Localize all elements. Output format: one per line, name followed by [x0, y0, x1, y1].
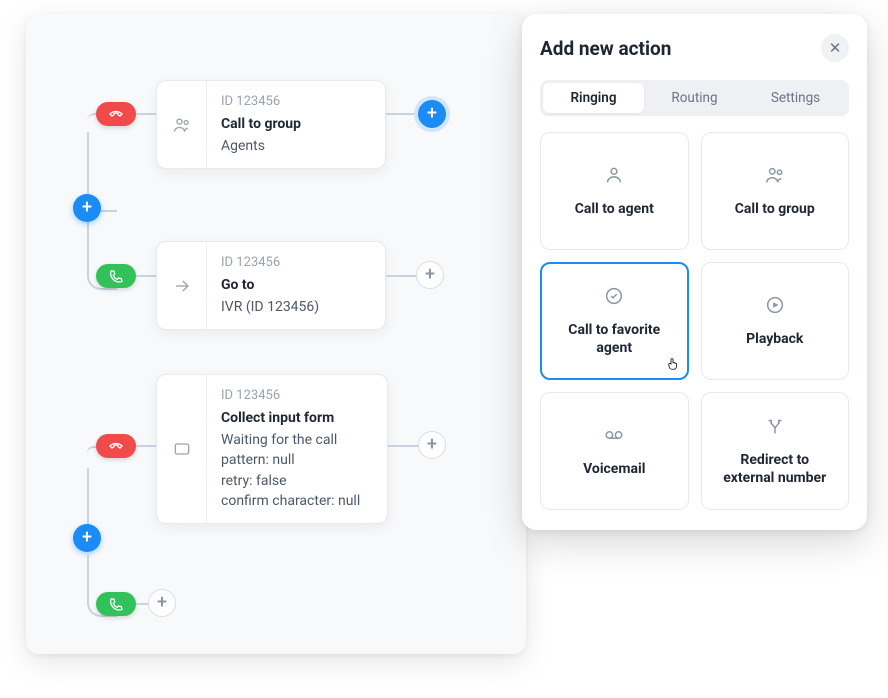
flow-card-call-group[interactable]: ID 123456 Call to group Agents [156, 80, 386, 169]
phone-icon [108, 596, 124, 612]
tile-call-agent[interactable]: Call to agent [540, 132, 689, 250]
accept-pill[interactable] [96, 264, 136, 288]
card-title: Call to group [221, 114, 301, 134]
card-title: Go to [221, 275, 319, 295]
tile-redirect[interactable]: Redirect to external number [701, 392, 850, 510]
add-after-button[interactable]: + [418, 431, 446, 459]
panel-title: Add new action [540, 37, 671, 60]
tile-playback[interactable]: Playback [701, 262, 850, 380]
card-sub: IVR (ID 123456) [221, 297, 319, 317]
connector [386, 275, 416, 277]
flow-card-collect[interactable]: ID 123456 Collect input form Waiting for… [156, 374, 388, 524]
split-icon [764, 415, 786, 441]
accept-pill[interactable] [96, 592, 136, 616]
add-root-button[interactable]: + [73, 194, 101, 222]
decline-pill[interactable] [96, 434, 136, 458]
action-grid: Call to agent Call to group Call to favo… [540, 132, 849, 510]
plus-icon: + [157, 594, 167, 612]
card-sub: Waiting for the call pattern: null retry… [221, 430, 360, 511]
phone-icon [108, 268, 124, 284]
close-button[interactable]: ✕ [821, 34, 849, 62]
tile-label: Voicemail [583, 460, 645, 478]
plus-icon: + [82, 199, 92, 217]
check-ring-icon [603, 285, 625, 311]
connector [386, 113, 416, 115]
tile-label: Redirect to external number [723, 451, 826, 487]
plus-icon: + [425, 266, 435, 284]
phone-down-icon [108, 106, 124, 122]
tile-label: Call to agent [575, 200, 654, 218]
play-ring-icon [764, 294, 786, 320]
connector [136, 445, 156, 447]
tile-label: Playback [746, 330, 803, 348]
tab-settings[interactable]: Settings [745, 83, 846, 113]
tile-voicemail[interactable]: Voicemail [540, 392, 689, 510]
tab-ringing[interactable]: Ringing [543, 83, 644, 113]
users-icon [157, 81, 207, 168]
tile-favorite-agent[interactable]: Call to favorite agent [540, 262, 689, 380]
tab-bar: Ringing Routing Settings [540, 80, 849, 116]
connector [87, 468, 89, 528]
add-after-button[interactable]: + [416, 261, 444, 289]
add-after-button[interactable]: + [414, 96, 450, 132]
card-id: ID 123456 [221, 387, 360, 406]
user-icon [603, 164, 625, 190]
keypad-icon [157, 375, 207, 523]
card-id: ID 123456 [221, 93, 301, 112]
users-icon [764, 164, 786, 190]
connector [87, 132, 89, 194]
flow-card-goto[interactable]: ID 123456 Go to IVR (ID 123456) [156, 241, 386, 330]
tile-label: Call to group [735, 200, 815, 218]
flow-canvas: ID 123456 Call to group Agents + + ID 12… [26, 14, 526, 654]
add-action-panel: Add new action ✕ Ringing Routing Setting… [522, 14, 867, 530]
card-sub: Agents [221, 136, 301, 156]
card-title: Collect input form [221, 408, 360, 428]
connector [87, 554, 89, 604]
card-id: ID 123456 [221, 254, 319, 273]
connector [388, 445, 418, 447]
tile-call-group[interactable]: Call to group [701, 132, 850, 250]
plus-icon: + [82, 529, 92, 547]
arrow-right-icon [157, 242, 207, 329]
connector [136, 603, 148, 605]
tab-routing[interactable]: Routing [644, 83, 745, 113]
connector [136, 275, 156, 277]
plus-icon: + [427, 436, 437, 454]
cursor-hand-icon [665, 356, 681, 372]
connector [136, 113, 156, 115]
voicemail-icon [603, 424, 625, 450]
plus-icon: + [427, 105, 437, 123]
phone-down-icon [108, 438, 124, 454]
decline-pill[interactable] [96, 102, 136, 126]
tile-label: Call to favorite agent [568, 321, 660, 357]
add-root-button[interactable]: + [73, 524, 101, 552]
add-after-button[interactable]: + [148, 589, 176, 617]
close-icon: ✕ [829, 39, 842, 57]
